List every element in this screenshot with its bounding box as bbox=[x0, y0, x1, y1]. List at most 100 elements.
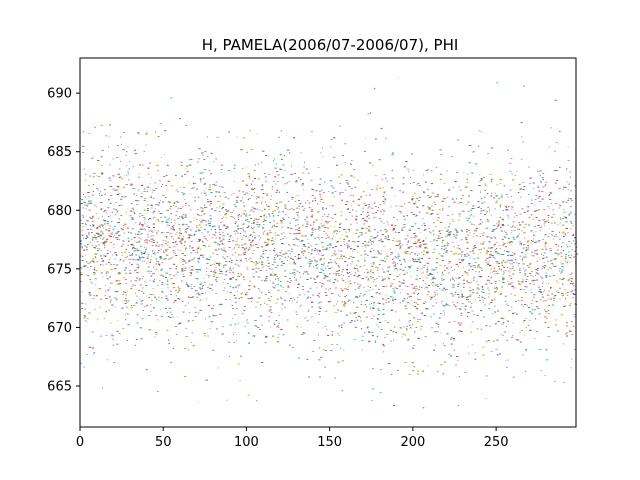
scatter-point bbox=[559, 204, 561, 206]
scatter-point bbox=[457, 286, 460, 287]
scatter-point bbox=[238, 276, 241, 277]
scatter-point bbox=[275, 206, 278, 208]
scatter-point bbox=[145, 249, 147, 251]
scatter-point bbox=[214, 235, 216, 237]
scatter-point bbox=[342, 269, 344, 271]
scatter-point bbox=[459, 309, 462, 310]
scatter-point bbox=[311, 249, 313, 250]
scatter-point bbox=[148, 297, 150, 299]
scatter-point bbox=[229, 278, 232, 279]
scatter-point bbox=[295, 211, 298, 213]
scatter-point bbox=[155, 268, 158, 270]
scatter-point bbox=[505, 231, 507, 233]
scatter-point bbox=[353, 241, 356, 243]
scatter-point bbox=[223, 216, 225, 218]
scatter-point bbox=[100, 124, 103, 126]
scatter-point bbox=[325, 237, 328, 239]
scatter-point bbox=[510, 278, 513, 280]
scatter-point bbox=[274, 176, 277, 178]
scatter-point bbox=[367, 214, 370, 216]
scatter-point bbox=[220, 229, 223, 231]
scatter-point bbox=[340, 347, 342, 349]
scatter-point bbox=[237, 216, 240, 218]
scatter-point bbox=[452, 218, 454, 220]
scatter-point bbox=[522, 182, 524, 184]
scatter-point bbox=[514, 175, 517, 176]
scatter-point bbox=[363, 241, 367, 243]
scatter-point bbox=[222, 247, 225, 249]
scatter-point bbox=[420, 312, 423, 314]
scatter-point bbox=[378, 326, 380, 328]
scatter-point bbox=[211, 237, 214, 239]
scatter-point bbox=[195, 230, 198, 232]
scatter-point bbox=[564, 216, 567, 218]
scatter-point bbox=[383, 246, 385, 247]
scatter-point bbox=[261, 279, 263, 281]
scatter-point bbox=[174, 222, 176, 224]
scatter-point bbox=[223, 290, 225, 291]
scatter-point bbox=[499, 294, 502, 295]
scatter-point bbox=[108, 146, 110, 148]
scatter-point bbox=[223, 266, 225, 268]
scatter-point bbox=[519, 289, 522, 290]
scatter-point bbox=[417, 183, 420, 184]
scatter-point bbox=[168, 343, 170, 345]
scatter-point bbox=[270, 296, 272, 298]
scatter-point bbox=[227, 209, 230, 211]
scatter-point bbox=[372, 368, 374, 370]
scatter-point bbox=[378, 288, 379, 290]
scatter-point bbox=[247, 394, 250, 396]
scatter-point bbox=[219, 273, 221, 275]
scatter-point bbox=[428, 228, 430, 229]
scatter-point bbox=[574, 250, 576, 252]
scatter-point bbox=[181, 175, 183, 177]
scatter-point bbox=[513, 294, 517, 296]
scatter-point bbox=[423, 243, 426, 245]
scatter-point bbox=[510, 293, 512, 295]
scatter-point bbox=[548, 194, 551, 196]
scatter-point bbox=[348, 245, 350, 247]
scatter-point bbox=[395, 205, 397, 207]
scatter-point bbox=[252, 272, 254, 274]
scatter-point bbox=[474, 266, 476, 268]
scatter-point bbox=[246, 266, 248, 268]
scatter-point bbox=[409, 228, 412, 230]
scatter-point bbox=[269, 229, 271, 231]
scatter-point bbox=[507, 215, 509, 217]
scatter-point bbox=[418, 185, 421, 187]
scatter-point bbox=[177, 218, 180, 219]
scatter-point bbox=[113, 246, 115, 248]
scatter-point bbox=[144, 281, 147, 283]
scatter-point bbox=[337, 361, 340, 363]
scatter-point bbox=[184, 241, 186, 243]
scatter-point bbox=[405, 285, 407, 287]
scatter-point bbox=[124, 313, 127, 315]
scatter-point bbox=[275, 202, 278, 204]
scatter-point bbox=[568, 304, 571, 306]
scatter-point bbox=[433, 222, 435, 224]
scatter-point bbox=[105, 240, 108, 242]
scatter-point bbox=[469, 283, 471, 284]
scatter-point bbox=[243, 210, 246, 212]
scatter-point bbox=[519, 241, 521, 243]
scatter-point bbox=[296, 326, 298, 327]
scatter-point bbox=[321, 263, 323, 265]
scatter-point bbox=[117, 173, 120, 175]
scatter-point bbox=[488, 289, 490, 291]
scatter-point bbox=[169, 228, 172, 230]
scatter-point bbox=[533, 255, 535, 257]
scatter-point bbox=[240, 215, 243, 217]
scatter-point bbox=[568, 197, 570, 199]
scatter-point bbox=[478, 185, 481, 186]
scatter-point bbox=[125, 196, 127, 198]
scatter-point bbox=[135, 241, 137, 243]
scatter-point bbox=[403, 280, 405, 282]
scatter-point bbox=[223, 225, 226, 227]
scatter-point bbox=[440, 173, 442, 175]
scatter-point bbox=[194, 183, 197, 184]
scatter-point bbox=[351, 261, 353, 263]
scatter-point bbox=[379, 187, 382, 189]
scatter-point bbox=[391, 169, 394, 171]
scatter-point bbox=[425, 237, 427, 239]
scatter-point bbox=[139, 250, 142, 252]
